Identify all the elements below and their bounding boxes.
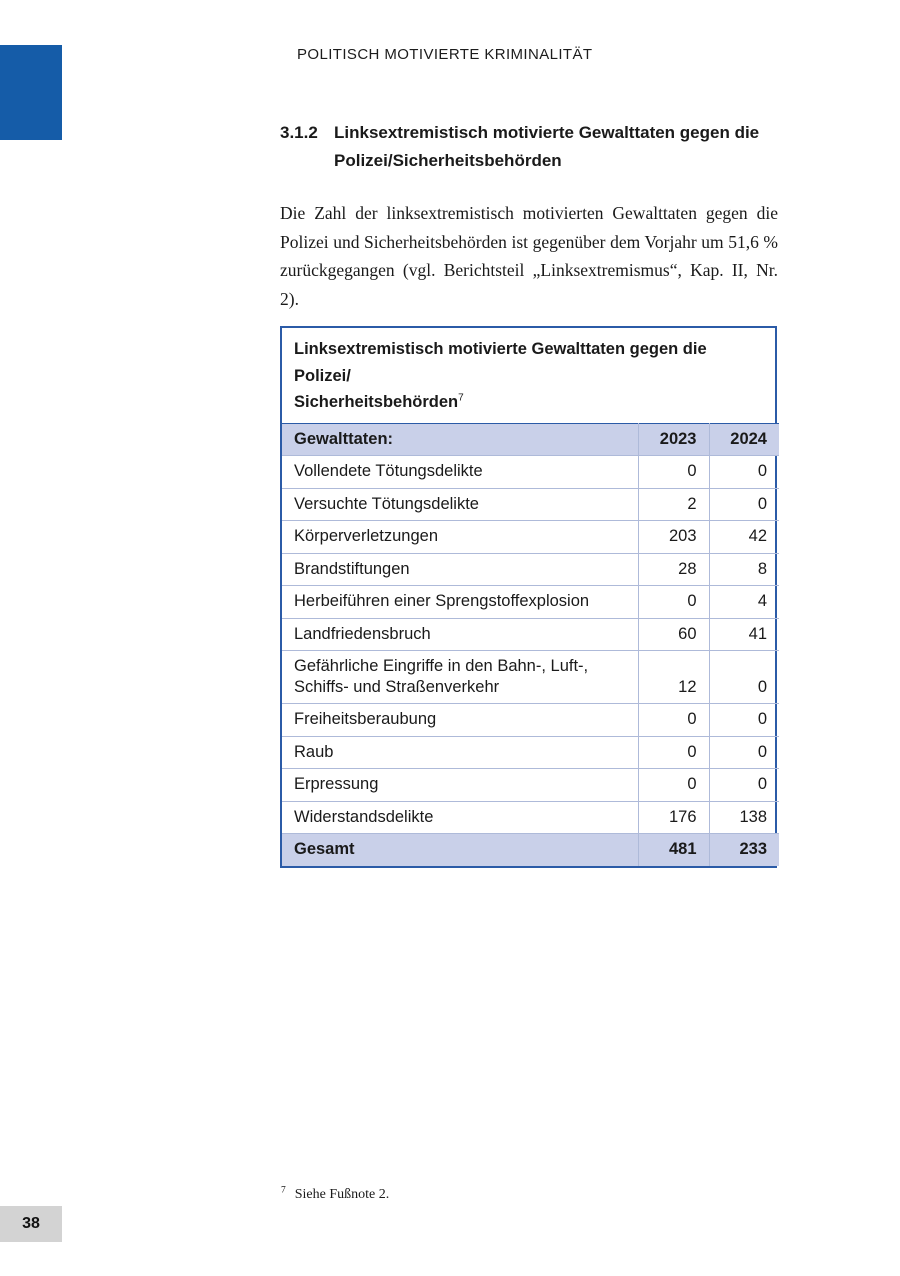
running-header: POLITISCH MOTIVIERTE KRIMINALITÄT xyxy=(297,46,593,63)
table-row: Freiheitsberaubung 0 0 xyxy=(282,703,779,737)
row-value-2024: 0 xyxy=(708,703,779,737)
table-total-row: Gesamt 481 233 xyxy=(282,833,779,866)
table-row: Brandstiftungen 28 8 xyxy=(282,552,779,586)
table-title: Linksextremistisch motivierte Gewalttate… xyxy=(282,328,775,423)
table-header-2023: 2023 xyxy=(637,422,710,456)
row-label: Vollendete Tötungsdelikte xyxy=(282,455,639,489)
table-title-text: Linksextremistisch motivierte Gewalttate… xyxy=(294,340,707,411)
row-value-2024: 0 xyxy=(708,650,779,704)
table-row: Widerstandsdelikte 176 138 xyxy=(282,800,779,834)
row-value-2024: 4 xyxy=(708,585,779,619)
row-value-2023: 176 xyxy=(637,800,710,834)
row-value-2024: 0 xyxy=(708,455,779,489)
row-label: Versuchte Tötungsdelikte xyxy=(282,487,639,521)
row-value-2024: 0 xyxy=(708,768,779,802)
row-value-2024: 42 xyxy=(708,520,779,554)
table-header-2024: 2024 xyxy=(708,422,779,456)
table-header-row: Gewalttaten: 2023 2024 xyxy=(282,422,779,456)
row-value-2023: 12 xyxy=(637,650,710,704)
row-value-2023: 0 xyxy=(637,585,710,619)
table-row: Versuchte Tötungsdelikte 2 0 xyxy=(282,487,779,521)
table-grid: Gewalttaten: 2023 2024 Vollendete Tötung… xyxy=(282,422,779,866)
table-row: Gefährliche Eingriffe in den Bahn-, Luft… xyxy=(282,650,779,704)
row-value-2023: 0 xyxy=(637,455,710,489)
row-value-2024: 0 xyxy=(708,735,779,769)
statistics-table: Linksextremistisch motivierte Gewalttate… xyxy=(280,326,779,868)
footnote-marker: 7 xyxy=(281,1185,286,1196)
row-value-2024: 8 xyxy=(708,552,779,586)
table-row: Körperverletzungen 203 42 xyxy=(282,520,779,554)
blue-corner-mark xyxy=(0,45,62,140)
row-label: Gefährliche Eingriffe in den Bahn-, Luft… xyxy=(282,650,639,704)
row-value-2024: 0 xyxy=(708,487,779,521)
row-label: Erpressung xyxy=(282,768,639,802)
table-row: Landfriedensbruch 60 41 xyxy=(282,617,779,651)
row-value-2024: 41 xyxy=(708,617,779,651)
table-title-footnote-ref: 7 xyxy=(458,392,464,404)
section-title: Linksextremistisch motivierte Gewalttate… xyxy=(334,123,760,170)
table-row: Raub 0 0 xyxy=(282,735,779,769)
row-value-2023: 203 xyxy=(637,520,710,554)
body-paragraph: Die Zahl der linksextremistisch motivier… xyxy=(280,203,778,309)
row-value-2023: 28 xyxy=(637,552,710,586)
page-number: 38 xyxy=(0,1206,62,1242)
total-value-2024: 233 xyxy=(708,833,779,866)
row-label: Widerstandsdelikte xyxy=(282,800,639,834)
table-row: Erpressung 0 0 xyxy=(282,768,779,802)
row-label: Brandstiftungen xyxy=(282,552,639,586)
row-label: Körperverletzungen xyxy=(282,520,639,554)
row-value-2023: 0 xyxy=(637,735,710,769)
row-value-2023: 0 xyxy=(637,768,710,802)
table-row: Vollendete Tötungsdelikte 0 0 xyxy=(282,455,779,489)
row-value-2024: 138 xyxy=(708,800,779,834)
row-value-2023: 0 xyxy=(637,703,710,737)
section-heading: 3.1.2 Linksextremistisch motivierte Gewa… xyxy=(280,119,759,174)
total-label: Gesamt xyxy=(282,833,639,866)
row-value-2023: 2 xyxy=(637,487,710,521)
footnote-text: Siehe Fußnote 2. xyxy=(294,1187,390,1202)
footnote: 7 Siehe Fußnote 2. xyxy=(281,1185,390,1203)
section-number: 3.1.2 xyxy=(280,123,318,142)
table-header-label: Gewalttaten: xyxy=(282,422,639,456)
row-label: Herbeiführen einer Sprengstoffexplosion xyxy=(282,585,639,619)
row-label: Raub xyxy=(282,735,639,769)
row-label: Freiheitsberaubung xyxy=(282,703,639,737)
row-label: Landfriedensbruch xyxy=(282,617,639,651)
row-value-2023: 60 xyxy=(637,617,710,651)
table-row: Herbeiführen einer Sprengstoffexplosion … xyxy=(282,585,779,619)
total-value-2023: 481 xyxy=(637,833,710,866)
